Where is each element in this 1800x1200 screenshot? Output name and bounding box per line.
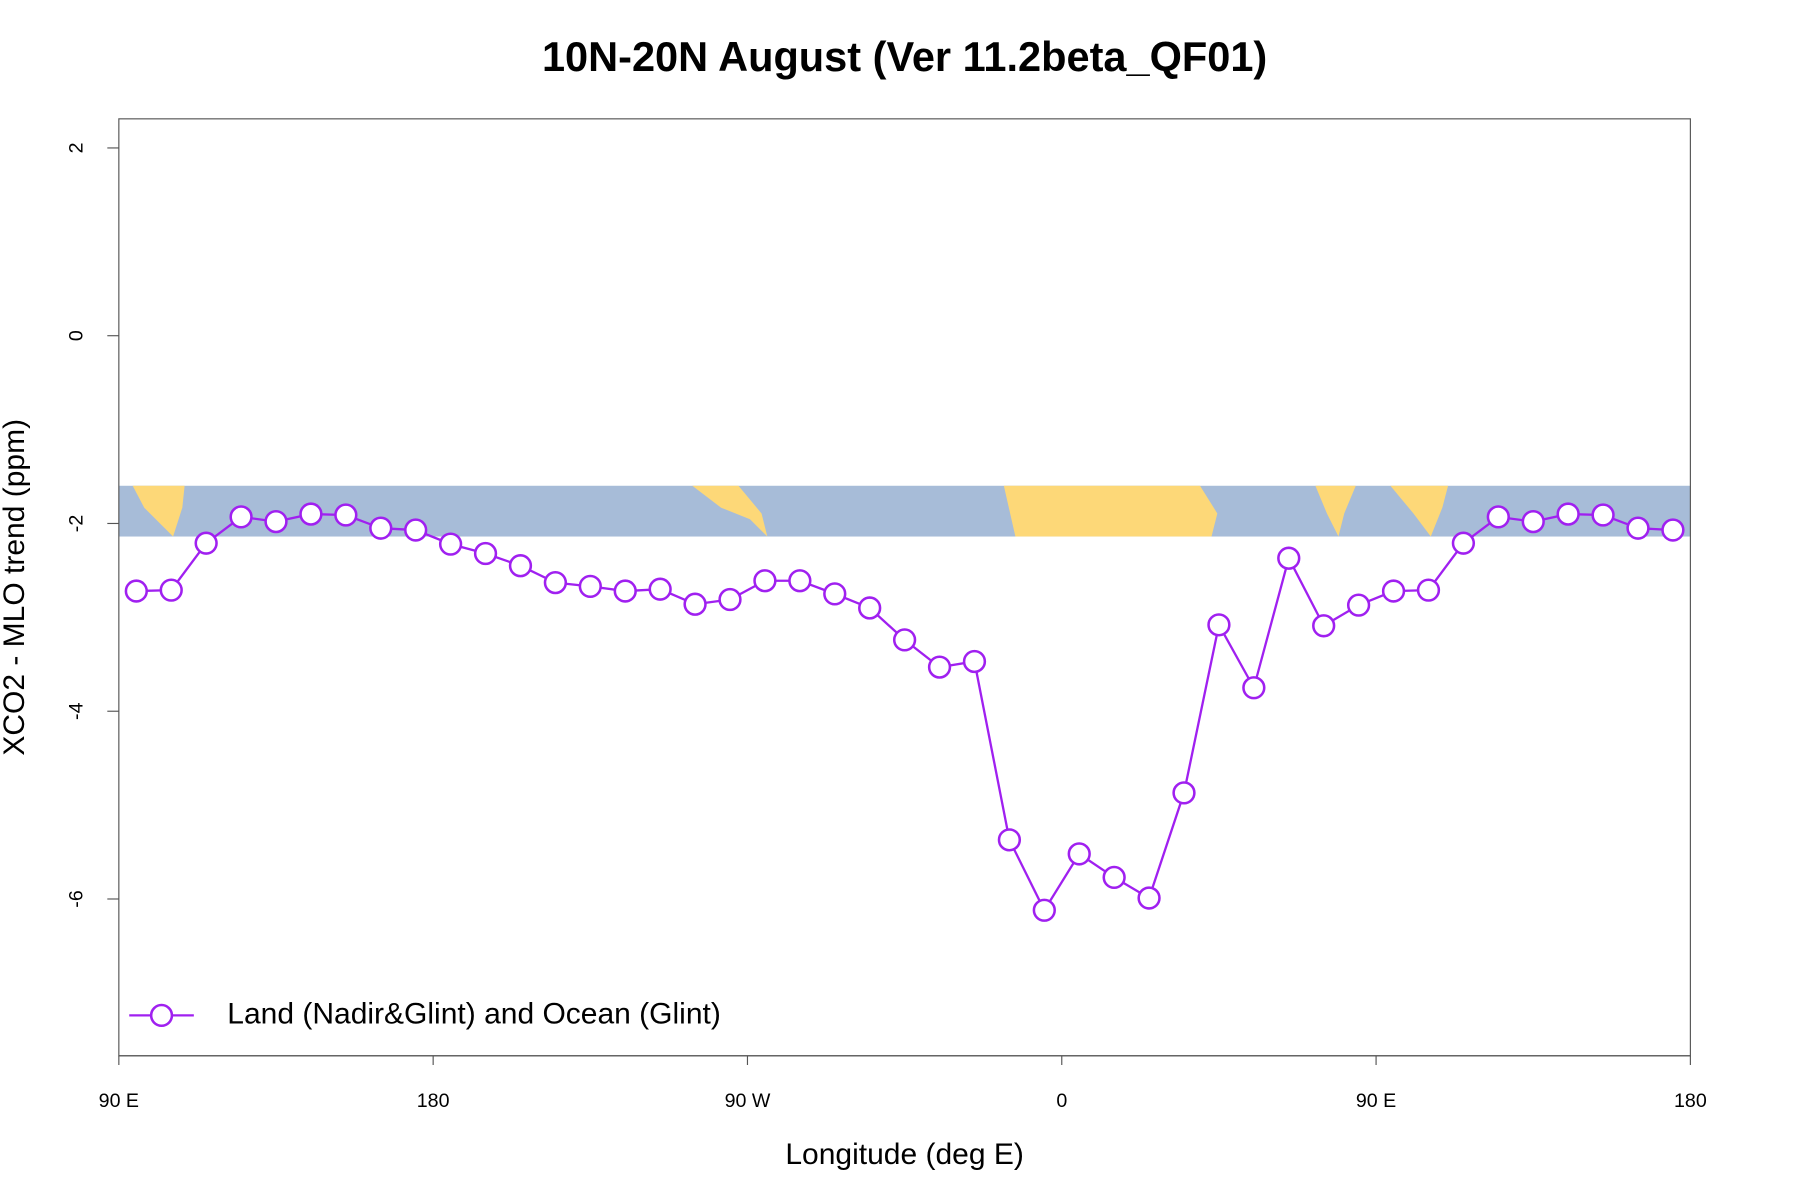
map-land: [1003, 485, 1218, 537]
data-point: [508, 554, 533, 578]
data-point: [892, 628, 917, 652]
y-tick-label: -2: [65, 515, 87, 532]
x-tick-label: 180: [417, 1090, 450, 1112]
data-point: [543, 570, 568, 595]
data-point: [1521, 509, 1545, 534]
map-land: [132, 485, 185, 537]
data-point: [1626, 516, 1650, 540]
data-point: [1102, 865, 1126, 890]
x-tick-label: 0: [1056, 1090, 1067, 1112]
data-point: [1346, 593, 1371, 617]
data-point: [1556, 502, 1580, 526]
legend-marker: [149, 1003, 174, 1028]
y-axis-label: XCO2 - MLO trend (ppm): [0, 419, 31, 756]
map-land: [1390, 485, 1449, 537]
data-point: [1486, 505, 1510, 529]
data-point: [1416, 578, 1441, 602]
data-point: [997, 828, 1022, 852]
data-point: [1242, 676, 1266, 700]
data-point: [927, 655, 952, 679]
map-land: [692, 485, 768, 537]
data-point: [1207, 613, 1231, 637]
data-point: [1172, 781, 1196, 805]
x-tick-label: 90 W: [725, 1090, 771, 1112]
data-point: [858, 596, 882, 620]
x-tick-label: 180: [1674, 1090, 1707, 1112]
data-point: [1451, 531, 1476, 555]
series-line: [136, 512, 1673, 913]
data-point: [1661, 518, 1685, 542]
y-tick-label: 2: [65, 142, 87, 153]
data-point: [159, 578, 183, 602]
data-point: [788, 569, 812, 593]
chart-title: 10N-20N August (Ver 11.2beta_QF01): [542, 33, 1267, 80]
data-point: [753, 569, 777, 593]
map-land: [1315, 485, 1356, 537]
data-point: [404, 518, 428, 542]
data-point: [229, 505, 253, 529]
data-point: [1312, 614, 1336, 638]
data-point: [299, 502, 323, 526]
x-axis-label: Longitude (deg E): [785, 1138, 1024, 1171]
y-tick-label: -4: [65, 702, 87, 720]
data-point: [438, 532, 463, 556]
x-tick-label: 90 E: [1356, 1090, 1396, 1112]
data-point: [683, 592, 707, 616]
plot-frame: [118, 118, 1691, 1057]
data-point: [613, 579, 637, 603]
data-point: [369, 516, 393, 540]
y-tick-label: -6: [65, 890, 87, 908]
data-point: [1032, 898, 1056, 922]
data-point: [962, 649, 987, 674]
data-point: [194, 531, 218, 555]
data-point: [1067, 842, 1091, 866]
x-tick-label: 90 E: [99, 1090, 139, 1112]
data-point: [718, 587, 742, 612]
data-point: [264, 509, 288, 534]
legend-label: Land (Nadir&Glint) and Ocean (Glint): [227, 997, 721, 1030]
data-point: [578, 574, 602, 599]
data-point: [648, 577, 672, 601]
data-point: [334, 503, 358, 527]
data-point: [1591, 503, 1615, 527]
data-point: [823, 582, 847, 606]
data-point: [1381, 579, 1406, 603]
y-tick-label: 0: [65, 330, 87, 341]
data-point: [1137, 886, 1161, 910]
data-point: [1277, 546, 1301, 570]
data-point: [124, 579, 148, 603]
data-point: [473, 541, 498, 566]
